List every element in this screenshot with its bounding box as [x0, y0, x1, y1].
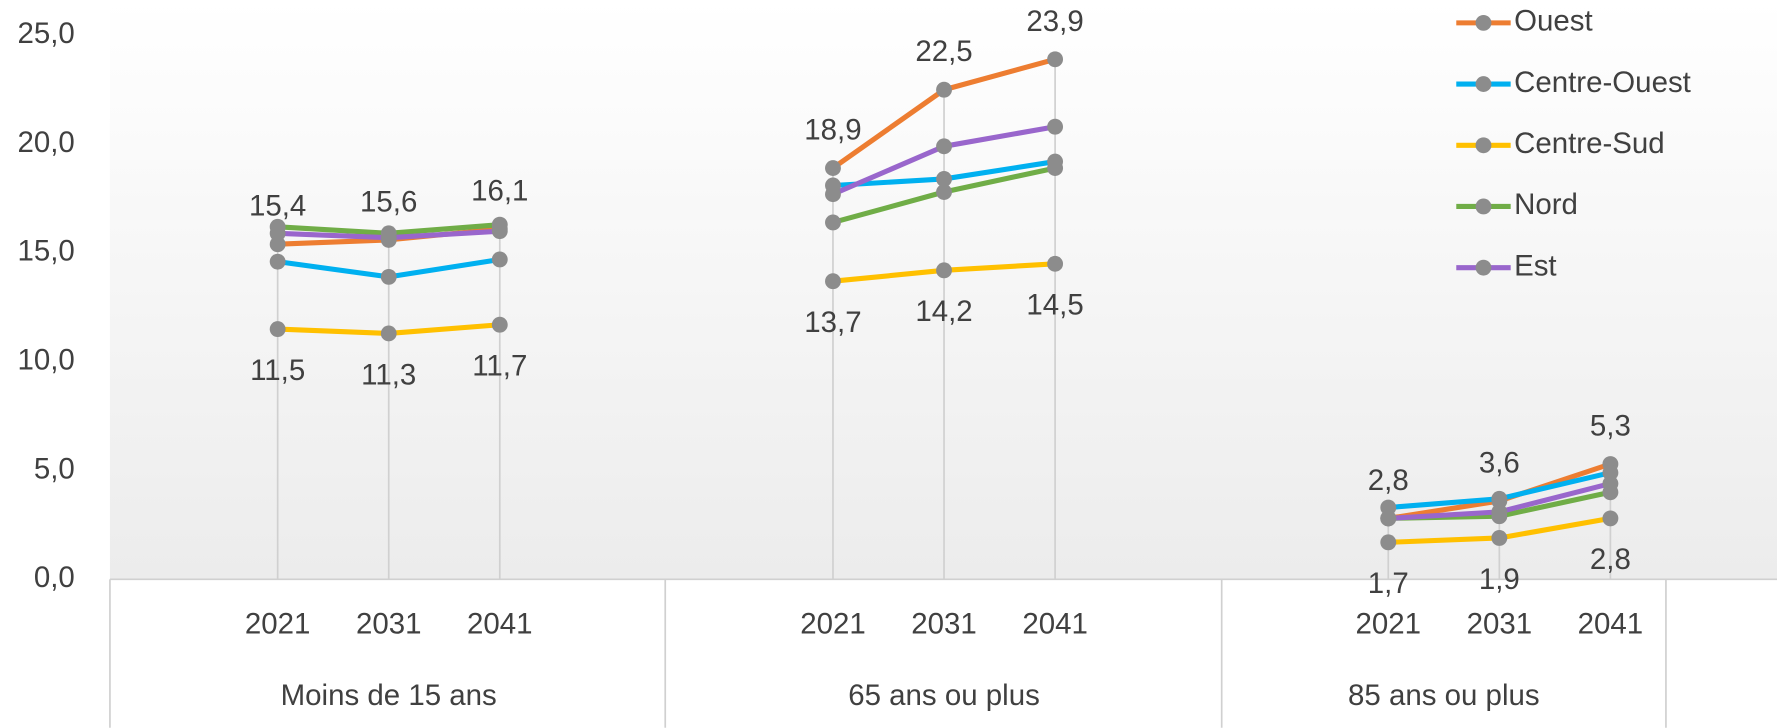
- y-tick-label: 10,0: [17, 344, 74, 377]
- legend-marker: [1475, 259, 1492, 276]
- data-label: 11,5: [250, 354, 305, 387]
- marker: [1602, 464, 1619, 481]
- group-label: Moins de 15 ans: [281, 679, 497, 712]
- data-label: 15,6: [360, 185, 417, 218]
- x-tick-label: 2031: [911, 608, 977, 641]
- x-tick-label: 2021: [1356, 608, 1422, 641]
- marker: [825, 160, 841, 177]
- marker: [269, 225, 286, 242]
- marker: [269, 253, 286, 270]
- x-tick-label: 2041: [1022, 608, 1088, 641]
- x-tick-label: 2031: [356, 608, 422, 641]
- y-tick-label: 25,0: [17, 17, 74, 50]
- marker: [1491, 530, 1508, 546]
- y-tick-label: 0,0: [34, 561, 75, 594]
- marker: [936, 262, 952, 279]
- data-label: 22,5: [915, 35, 972, 68]
- group-label: 65 ans ou plus: [848, 679, 1040, 712]
- marker: [1380, 499, 1397, 516]
- marker: [380, 325, 397, 342]
- marker: [1047, 51, 1064, 68]
- marker: [491, 251, 508, 268]
- y-tick-label: 15,0: [17, 235, 74, 268]
- marker: [936, 81, 952, 98]
- marker: [825, 214, 841, 231]
- y-tick-label: 5,0: [34, 452, 75, 485]
- data-label: 15,4: [249, 190, 306, 223]
- legend-label: Centre-Ouest: [1514, 66, 1691, 99]
- marker: [1491, 503, 1508, 520]
- data-label: 18,9: [804, 114, 861, 147]
- legend-label: Ouest: [1514, 5, 1593, 38]
- legend-marker: [1475, 198, 1492, 215]
- marker: [491, 316, 508, 333]
- legend-marker: [1475, 137, 1492, 154]
- data-label: 14,2: [915, 295, 972, 328]
- marker: [1047, 160, 1064, 177]
- x-tick-label: 2021: [800, 608, 866, 641]
- data-label: 5,3: [1590, 410, 1631, 443]
- x-tick-label: 2041: [467, 608, 533, 641]
- legend-marker: [1475, 76, 1492, 93]
- data-label: 1,7: [1368, 567, 1409, 600]
- marker: [1380, 510, 1397, 527]
- marker: [269, 321, 286, 338]
- marker: [1380, 534, 1397, 551]
- x-tick-label: 2041: [1578, 608, 1644, 641]
- data-label: 2,8: [1368, 464, 1409, 497]
- marker: [825, 273, 841, 290]
- legend-marker: [1475, 14, 1492, 31]
- group-label: 85 ans ou plus: [1348, 679, 1540, 712]
- marker: [380, 268, 397, 285]
- marker: [1491, 490, 1508, 507]
- data-label: 16,1: [471, 175, 528, 208]
- marker: [936, 138, 952, 155]
- data-label: 1,9: [1479, 563, 1520, 596]
- data-label: 11,7: [472, 350, 527, 383]
- marker: [1047, 255, 1064, 272]
- legend-label: Centre-Sud: [1514, 127, 1665, 160]
- marker: [380, 229, 397, 246]
- marker: [269, 236, 286, 253]
- marker: [491, 223, 508, 240]
- data-label: 14,5: [1026, 289, 1083, 322]
- data-label: 23,9: [1026, 5, 1083, 38]
- marker: [936, 171, 952, 187]
- marker: [1602, 475, 1619, 492]
- marker: [825, 186, 841, 203]
- marker: [936, 184, 952, 200]
- legend-label: Est: [1514, 249, 1557, 282]
- marker: [1047, 118, 1064, 135]
- data-label: 3,6: [1479, 447, 1520, 480]
- y-tick-label: 20,0: [17, 126, 74, 159]
- x-tick-label: 2021: [245, 608, 311, 641]
- x-tick-label: 2031: [1467, 608, 1533, 641]
- data-label: 13,7: [804, 306, 861, 339]
- legend-label: Nord: [1514, 188, 1578, 221]
- data-label: 2,8: [1590, 543, 1631, 576]
- marker: [1602, 510, 1619, 527]
- data-label: 11,3: [361, 358, 416, 391]
